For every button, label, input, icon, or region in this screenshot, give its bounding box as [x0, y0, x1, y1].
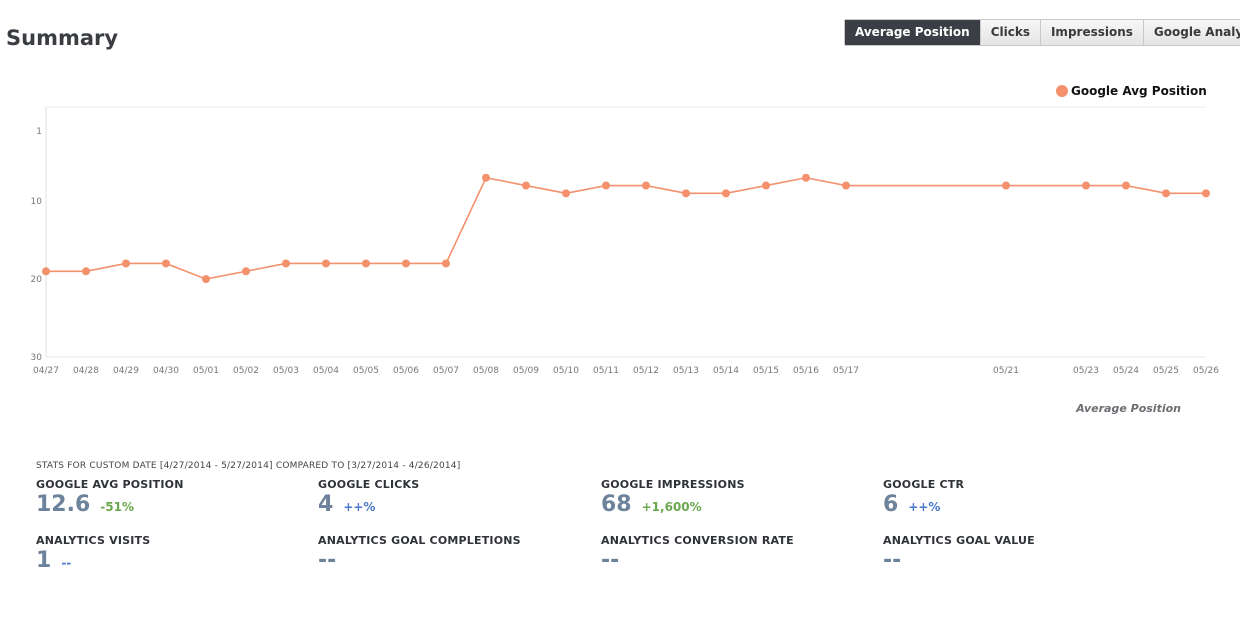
x-tick-label: 05/07: [433, 366, 459, 376]
x-tick-label: 05/02: [233, 366, 259, 376]
stat-analytics-goal-value: ANALYTICS GOAL VALUE --: [883, 534, 1143, 573]
tab-google-analytics[interactable]: Google Analytics: [1142, 20, 1240, 45]
x-tick-label: 05/13: [673, 366, 699, 376]
stat-analytics-goal-completions: ANALYTICS GOAL COMPLETIONS --: [318, 534, 578, 573]
stat-google-clicks: GOOGLE CLICKS 4 ++%: [318, 478, 578, 517]
legend-dot-icon: [1056, 85, 1068, 97]
data-point: [442, 259, 450, 268]
data-point: [642, 181, 650, 190]
stat-label: GOOGLE CTR: [883, 478, 965, 491]
tab-impressions[interactable]: Impressions: [1039, 20, 1143, 45]
data-point: [122, 259, 130, 268]
data-point: [1122, 181, 1130, 190]
x-tick-label: 05/15: [753, 366, 779, 376]
x-tick-label: 05/16: [793, 366, 819, 376]
stat-value: 4: [318, 492, 334, 517]
data-point: [82, 267, 90, 276]
stats-panel: STATS FOR CUSTOM DATE [4/27/2014 - 5/27/…: [36, 461, 1226, 573]
y-tick-label: 30: [31, 353, 43, 363]
x-tick-label: 05/10: [553, 366, 579, 376]
data-point: [362, 259, 370, 268]
stat-change: ++%: [908, 500, 941, 514]
tab-clicks[interactable]: Clicks: [979, 20, 1040, 45]
stat-google-avg-position: GOOGLE AVG POSITION 12.6 -51%: [36, 478, 296, 517]
x-tick-label: 05/26: [1193, 366, 1219, 376]
y-tick-label: 10: [31, 197, 43, 207]
stat-google-ctr: GOOGLE CTR 6 ++%: [883, 478, 1143, 517]
stat-value: 68: [601, 492, 632, 517]
data-point: [202, 275, 210, 284]
stat-label: ANALYTICS CONVERSION RATE: [601, 534, 794, 547]
metric-tabs: Average Position Clicks Impressions Goog…: [844, 19, 1240, 46]
x-tick-label: 05/11: [593, 366, 619, 376]
x-tick-label: 05/24: [1113, 366, 1139, 376]
data-point: [802, 173, 810, 182]
data-point: [1162, 189, 1170, 198]
data-point: [602, 181, 610, 190]
data-point: [522, 181, 530, 190]
data-point: [562, 189, 570, 198]
x-tick-label: 05/03: [273, 366, 299, 376]
stat-label: GOOGLE AVG POSITION: [36, 478, 184, 491]
data-point: [722, 189, 730, 198]
x-tick-label: 05/04: [313, 366, 339, 376]
avg-position-chart: 1 10 20 30 04/27 04/28 04/29 04/30 05/01 05/02 05/…: [31, 106, 1219, 376]
stat-value: --: [883, 548, 902, 573]
stat-analytics-visits: ANALYTICS VISITS 1 --: [36, 534, 296, 573]
data-point: [1202, 189, 1210, 198]
stat-value: --: [601, 548, 620, 573]
data-point: [162, 259, 170, 268]
series-line: [46, 176, 1206, 280]
x-tick-label: 05/12: [633, 366, 659, 376]
y-tick-label: 1: [36, 127, 42, 137]
stat-label: GOOGLE CLICKS: [318, 478, 420, 491]
tab-average-position[interactable]: Average Position: [845, 20, 980, 45]
y-tick-label: 20: [31, 275, 43, 285]
x-tick-label: 05/05: [353, 366, 379, 376]
x-axis-title: Average Position: [1076, 402, 1181, 415]
stat-change: --: [61, 556, 72, 570]
stat-change: ++%: [343, 500, 376, 514]
x-tick-label: 05/09: [513, 366, 539, 376]
x-tick-label: 04/28: [73, 366, 99, 376]
data-point: [282, 259, 290, 268]
stat-change: +1,600%: [641, 500, 702, 514]
data-point: [42, 267, 50, 276]
stat-value: 6: [883, 492, 899, 517]
stat-label: ANALYTICS VISITS: [36, 534, 151, 547]
page-title: Summary: [6, 26, 119, 50]
x-tick-label: 05/23: [1073, 366, 1099, 376]
stat-label: GOOGLE IMPRESSIONS: [601, 478, 745, 491]
data-point: [402, 259, 410, 268]
x-tick-label: 05/14: [713, 366, 739, 376]
data-point: [322, 259, 330, 268]
x-tick-label: 05/17: [833, 366, 859, 376]
stat-label: ANALYTICS GOAL COMPLETIONS: [318, 534, 521, 547]
stat-value: 12.6: [36, 492, 91, 517]
data-point: [1002, 181, 1010, 190]
stat-label: ANALYTICS GOAL VALUE: [883, 534, 1035, 547]
x-tick-label: 05/08: [473, 366, 499, 376]
stat-google-impressions: GOOGLE IMPRESSIONS 68 +1,600%: [601, 478, 861, 517]
x-tick-label: 05/01: [193, 366, 219, 376]
x-tick-label: 04/27: [33, 366, 59, 376]
stat-analytics-conversion-rate: ANALYTICS CONVERSION RATE --: [601, 534, 861, 573]
stats-header: STATS FOR CUSTOM DATE [4/27/2014 - 5/27/…: [36, 461, 461, 471]
x-tick-label: 04/30: [153, 366, 179, 376]
x-tick-label: 05/21: [993, 366, 1019, 376]
x-tick-label: 04/29: [113, 366, 139, 376]
data-point: [1082, 181, 1090, 190]
x-tick-label: 05/06: [393, 366, 419, 376]
stat-value: --: [318, 548, 337, 573]
stat-value: 1: [36, 548, 52, 573]
chart-legend[interactable]: Google Avg Position: [1056, 84, 1207, 98]
x-tick-label: 05/25: [1153, 366, 1179, 376]
data-point: [242, 267, 250, 276]
legend-label: Google Avg Position: [1071, 84, 1207, 98]
data-point: [842, 181, 850, 190]
data-point: [682, 189, 690, 198]
stat-change: -51%: [100, 500, 134, 514]
data-point: [482, 173, 490, 182]
data-point: [762, 181, 770, 190]
